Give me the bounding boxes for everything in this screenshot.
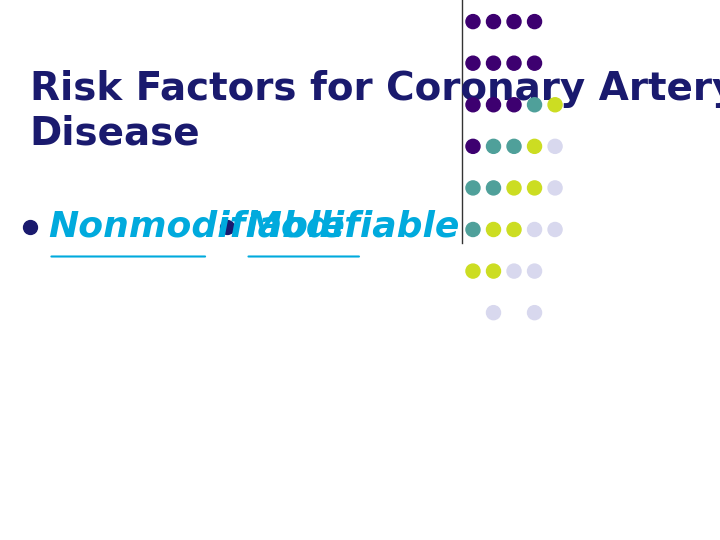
Circle shape [487, 15, 500, 29]
Circle shape [466, 15, 480, 29]
Circle shape [548, 139, 562, 153]
Circle shape [507, 15, 521, 29]
Circle shape [487, 181, 500, 195]
Circle shape [528, 264, 541, 278]
Circle shape [487, 56, 500, 70]
Circle shape [548, 181, 562, 195]
Circle shape [528, 56, 541, 70]
Circle shape [466, 264, 480, 278]
Circle shape [528, 98, 541, 112]
Circle shape [507, 222, 521, 237]
Circle shape [487, 306, 500, 320]
Circle shape [466, 222, 480, 237]
Circle shape [528, 15, 541, 29]
Circle shape [528, 222, 541, 237]
Text: Nonmodifiable: Nonmodifiable [48, 210, 346, 244]
Circle shape [528, 306, 541, 320]
Circle shape [507, 56, 521, 70]
Text: Risk Factors for Coronary Artery
Disease: Risk Factors for Coronary Artery Disease [30, 70, 720, 152]
Circle shape [507, 181, 521, 195]
Circle shape [507, 264, 521, 278]
Circle shape [466, 56, 480, 70]
Circle shape [466, 181, 480, 195]
Circle shape [528, 181, 541, 195]
Circle shape [548, 98, 562, 112]
Circle shape [487, 139, 500, 153]
Circle shape [548, 222, 562, 237]
Circle shape [466, 98, 480, 112]
Circle shape [507, 139, 521, 153]
Circle shape [466, 139, 480, 153]
Circle shape [507, 98, 521, 112]
Circle shape [487, 222, 500, 237]
Text: Modifiable: Modifiable [246, 210, 460, 244]
Circle shape [487, 98, 500, 112]
Circle shape [528, 139, 541, 153]
Circle shape [487, 264, 500, 278]
